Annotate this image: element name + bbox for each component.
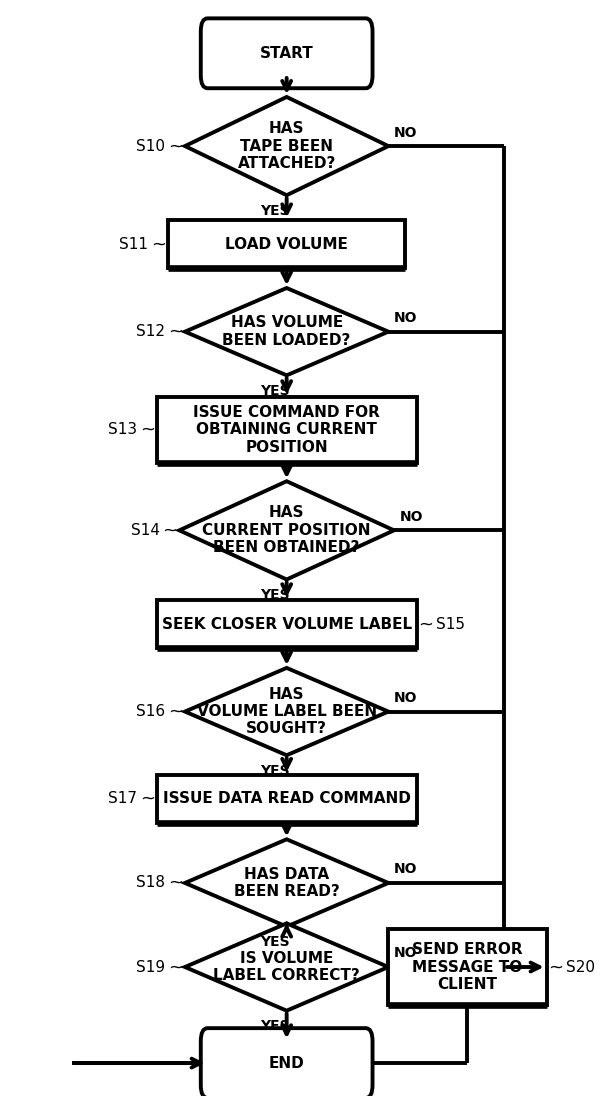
Text: S17: S17 — [108, 791, 137, 806]
Text: S10: S10 — [136, 139, 165, 154]
Text: ~: ~ — [168, 322, 183, 341]
Text: S19: S19 — [136, 959, 165, 975]
Bar — [157, 774, 416, 823]
Text: HAS
CURRENT POSITION
BEEN OBTAINED?: HAS CURRENT POSITION BEEN OBTAINED? — [202, 506, 371, 556]
Text: HAS VOLUME
BEEN LOADED?: HAS VOLUME BEEN LOADED? — [223, 316, 351, 348]
Polygon shape — [179, 481, 394, 580]
Text: NO: NO — [400, 509, 423, 524]
Text: S16: S16 — [136, 704, 165, 719]
Text: S20: S20 — [566, 959, 595, 975]
Text: ~: ~ — [163, 521, 178, 539]
Text: NO: NO — [394, 946, 418, 960]
Polygon shape — [185, 923, 388, 1011]
Text: ~: ~ — [168, 874, 183, 892]
Text: ~: ~ — [168, 958, 183, 976]
Text: YES: YES — [260, 384, 290, 398]
Text: NO: NO — [394, 125, 418, 140]
FancyBboxPatch shape — [201, 1028, 373, 1098]
Text: NO: NO — [394, 862, 418, 877]
Text: NO: NO — [394, 311, 418, 326]
Text: START: START — [260, 46, 314, 60]
Text: S15: S15 — [436, 617, 466, 631]
Text: SEEK CLOSER VOLUME LABEL: SEEK CLOSER VOLUME LABEL — [161, 617, 412, 631]
Text: ~: ~ — [168, 138, 183, 155]
Text: ISSUE DATA READ COMMAND: ISSUE DATA READ COMMAND — [163, 791, 410, 806]
Text: ISSUE COMMAND FOR
OBTAINING CURRENT
POSITION: ISSUE COMMAND FOR OBTAINING CURRENT POSI… — [193, 405, 380, 454]
Text: ~: ~ — [140, 790, 155, 807]
Text: YES: YES — [260, 1020, 290, 1033]
Text: YES: YES — [260, 204, 290, 218]
Bar — [157, 397, 416, 463]
Polygon shape — [185, 97, 388, 195]
Text: HAS
VOLUME LABEL BEEN
SOUGHT?: HAS VOLUME LABEL BEEN SOUGHT? — [197, 686, 377, 737]
Text: NO: NO — [394, 691, 418, 705]
Polygon shape — [185, 668, 388, 756]
Bar — [157, 601, 416, 648]
FancyBboxPatch shape — [201, 19, 373, 88]
Text: SEND ERROR
MESSAGE TO
CLIENT: SEND ERROR MESSAGE TO CLIENT — [412, 942, 523, 992]
Text: YES: YES — [260, 588, 290, 602]
Text: ~: ~ — [419, 615, 434, 634]
Text: S12: S12 — [136, 324, 165, 339]
Polygon shape — [185, 288, 388, 375]
Text: IS VOLUME
LABEL CORRECT?: IS VOLUME LABEL CORRECT? — [213, 950, 360, 983]
Bar — [168, 220, 406, 268]
Text: ~: ~ — [168, 703, 183, 720]
Text: S11: S11 — [119, 236, 148, 252]
Text: ~: ~ — [151, 235, 166, 253]
Text: YES: YES — [260, 764, 290, 778]
Text: HAS
TAPE BEEN
ATTACHED?: HAS TAPE BEEN ATTACHED? — [238, 121, 336, 170]
Text: ~: ~ — [548, 958, 563, 976]
Text: END: END — [269, 1056, 305, 1070]
Text: S13: S13 — [108, 422, 137, 438]
Text: S18: S18 — [136, 876, 165, 891]
Text: S14: S14 — [131, 522, 160, 538]
Bar — [388, 928, 547, 1005]
Text: ~: ~ — [140, 421, 155, 439]
Text: LOAD VOLUME: LOAD VOLUME — [225, 236, 348, 252]
Polygon shape — [185, 839, 388, 926]
Text: YES: YES — [260, 935, 290, 949]
Text: HAS DATA
BEEN READ?: HAS DATA BEEN READ? — [234, 867, 340, 899]
